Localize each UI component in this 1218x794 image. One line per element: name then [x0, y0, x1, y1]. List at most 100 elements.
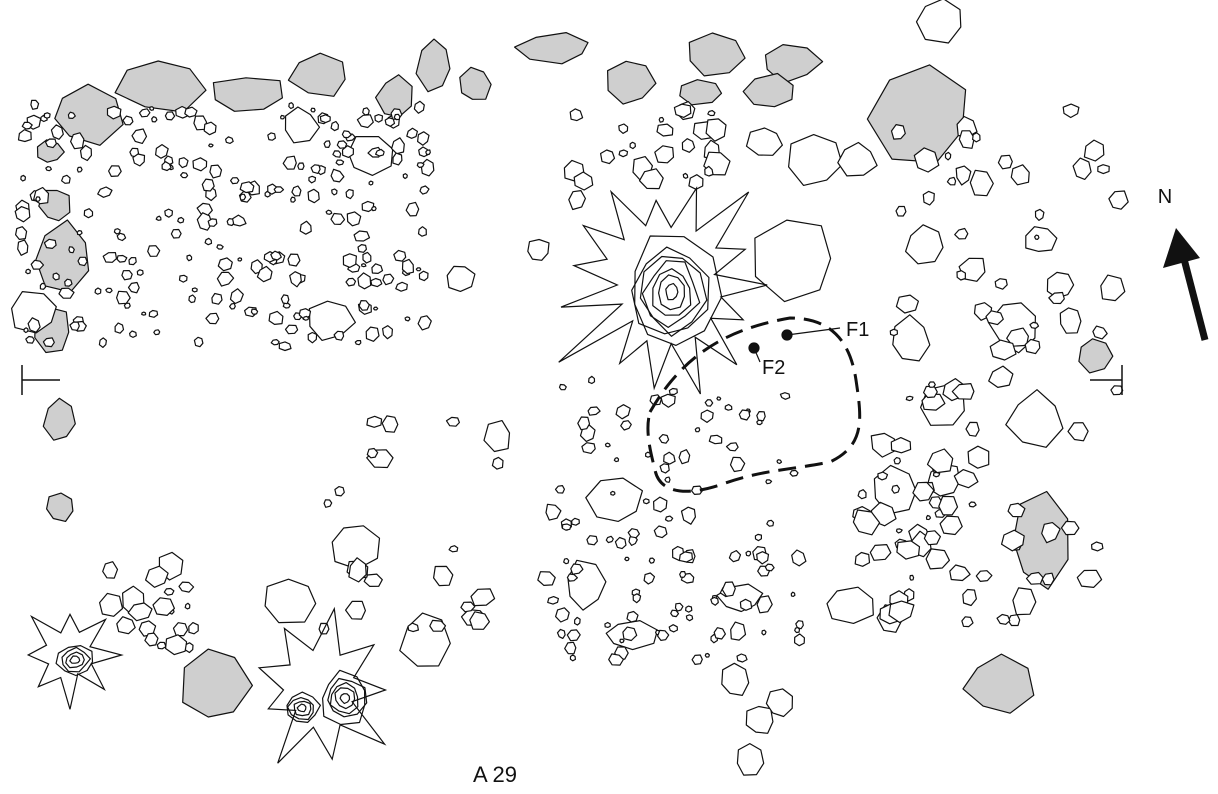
pebble: [393, 249, 407, 262]
pebble: [239, 193, 247, 201]
pebble: [35, 196, 41, 202]
pebble: [958, 130, 975, 149]
pebble: [404, 316, 411, 322]
pebble: [370, 277, 383, 288]
stone: [745, 705, 774, 734]
contour-line: [296, 703, 307, 713]
pebble: [570, 563, 584, 575]
large-stone: [287, 52, 346, 97]
pebble: [1110, 385, 1124, 396]
pebble: [192, 157, 208, 172]
stone: [308, 300, 356, 341]
f2-label: F2: [762, 357, 785, 379]
pebble: [323, 499, 333, 508]
pebble: [569, 108, 584, 122]
pebble: [869, 543, 892, 561]
pebble: [180, 172, 189, 179]
pebble: [20, 174, 26, 182]
stone: [837, 141, 878, 177]
pebble: [201, 178, 215, 192]
pebble: [891, 484, 901, 494]
pebble: [922, 385, 938, 399]
pebble: [1072, 157, 1092, 180]
pebble: [358, 300, 370, 311]
pebble: [707, 109, 716, 117]
f1-leader: [786, 327, 841, 336]
pebble: [382, 325, 393, 340]
pebble: [333, 330, 345, 341]
pebble: [420, 158, 435, 177]
pebble: [280, 294, 290, 305]
stone: [11, 291, 57, 334]
large-stone: [114, 60, 207, 113]
pebble: [151, 116, 158, 123]
pebble: [102, 561, 119, 579]
pebble: [664, 515, 674, 522]
pebble: [1033, 234, 1040, 240]
pebble: [156, 641, 167, 650]
pebble: [619, 638, 625, 644]
pebble: [375, 148, 385, 157]
pebble: [691, 654, 703, 666]
stone: [527, 238, 550, 261]
large-stone: [182, 648, 253, 718]
pebble: [968, 501, 977, 508]
pebble: [710, 596, 719, 606]
pebble: [730, 621, 747, 641]
stone: [915, 0, 962, 44]
pebble: [794, 626, 801, 634]
pebble: [188, 621, 199, 635]
pebble: [25, 335, 35, 344]
pebble: [42, 337, 55, 348]
pebble: [290, 196, 296, 203]
pebble: [209, 164, 223, 179]
pebble: [618, 123, 629, 134]
pebble: [624, 556, 630, 562]
pebble: [25, 268, 31, 275]
large-stone: [513, 31, 589, 65]
pebble: [684, 605, 693, 613]
pebble: [102, 252, 118, 263]
pebble: [725, 442, 739, 452]
pebble: [270, 339, 280, 346]
pebble: [127, 281, 140, 294]
pebble: [652, 496, 668, 513]
pebble: [153, 329, 161, 336]
pebble: [956, 270, 967, 281]
contour-line: [339, 693, 351, 705]
large-stone: [212, 77, 283, 112]
pebble: [1041, 521, 1061, 544]
contour-line: [286, 691, 321, 724]
pebble: [1092, 325, 1108, 340]
pebble: [912, 481, 935, 502]
pebble: [191, 287, 198, 293]
pebble: [381, 415, 399, 433]
pebble: [354, 340, 362, 346]
pebble: [1029, 321, 1040, 329]
pebble: [587, 406, 601, 416]
pebble: [561, 523, 572, 531]
pebble: [163, 587, 175, 596]
stone: [1025, 226, 1058, 252]
pebble: [654, 145, 675, 164]
pebble: [955, 165, 972, 186]
pebble: [52, 272, 60, 281]
pebble: [217, 257, 233, 272]
pebble: [330, 212, 346, 225]
pebble: [330, 120, 339, 132]
stone: [264, 578, 317, 624]
pebble: [1062, 103, 1080, 119]
pebble: [152, 597, 175, 617]
contour-line: [639, 255, 708, 337]
pebble: [325, 209, 333, 215]
dashed-outline: [646, 316, 862, 493]
pebble: [291, 185, 302, 197]
pebble: [319, 114, 331, 124]
pebble: [363, 573, 383, 588]
pebble: [64, 278, 73, 287]
pebble: [721, 581, 736, 597]
stone: [446, 265, 476, 292]
pebble: [705, 118, 727, 142]
